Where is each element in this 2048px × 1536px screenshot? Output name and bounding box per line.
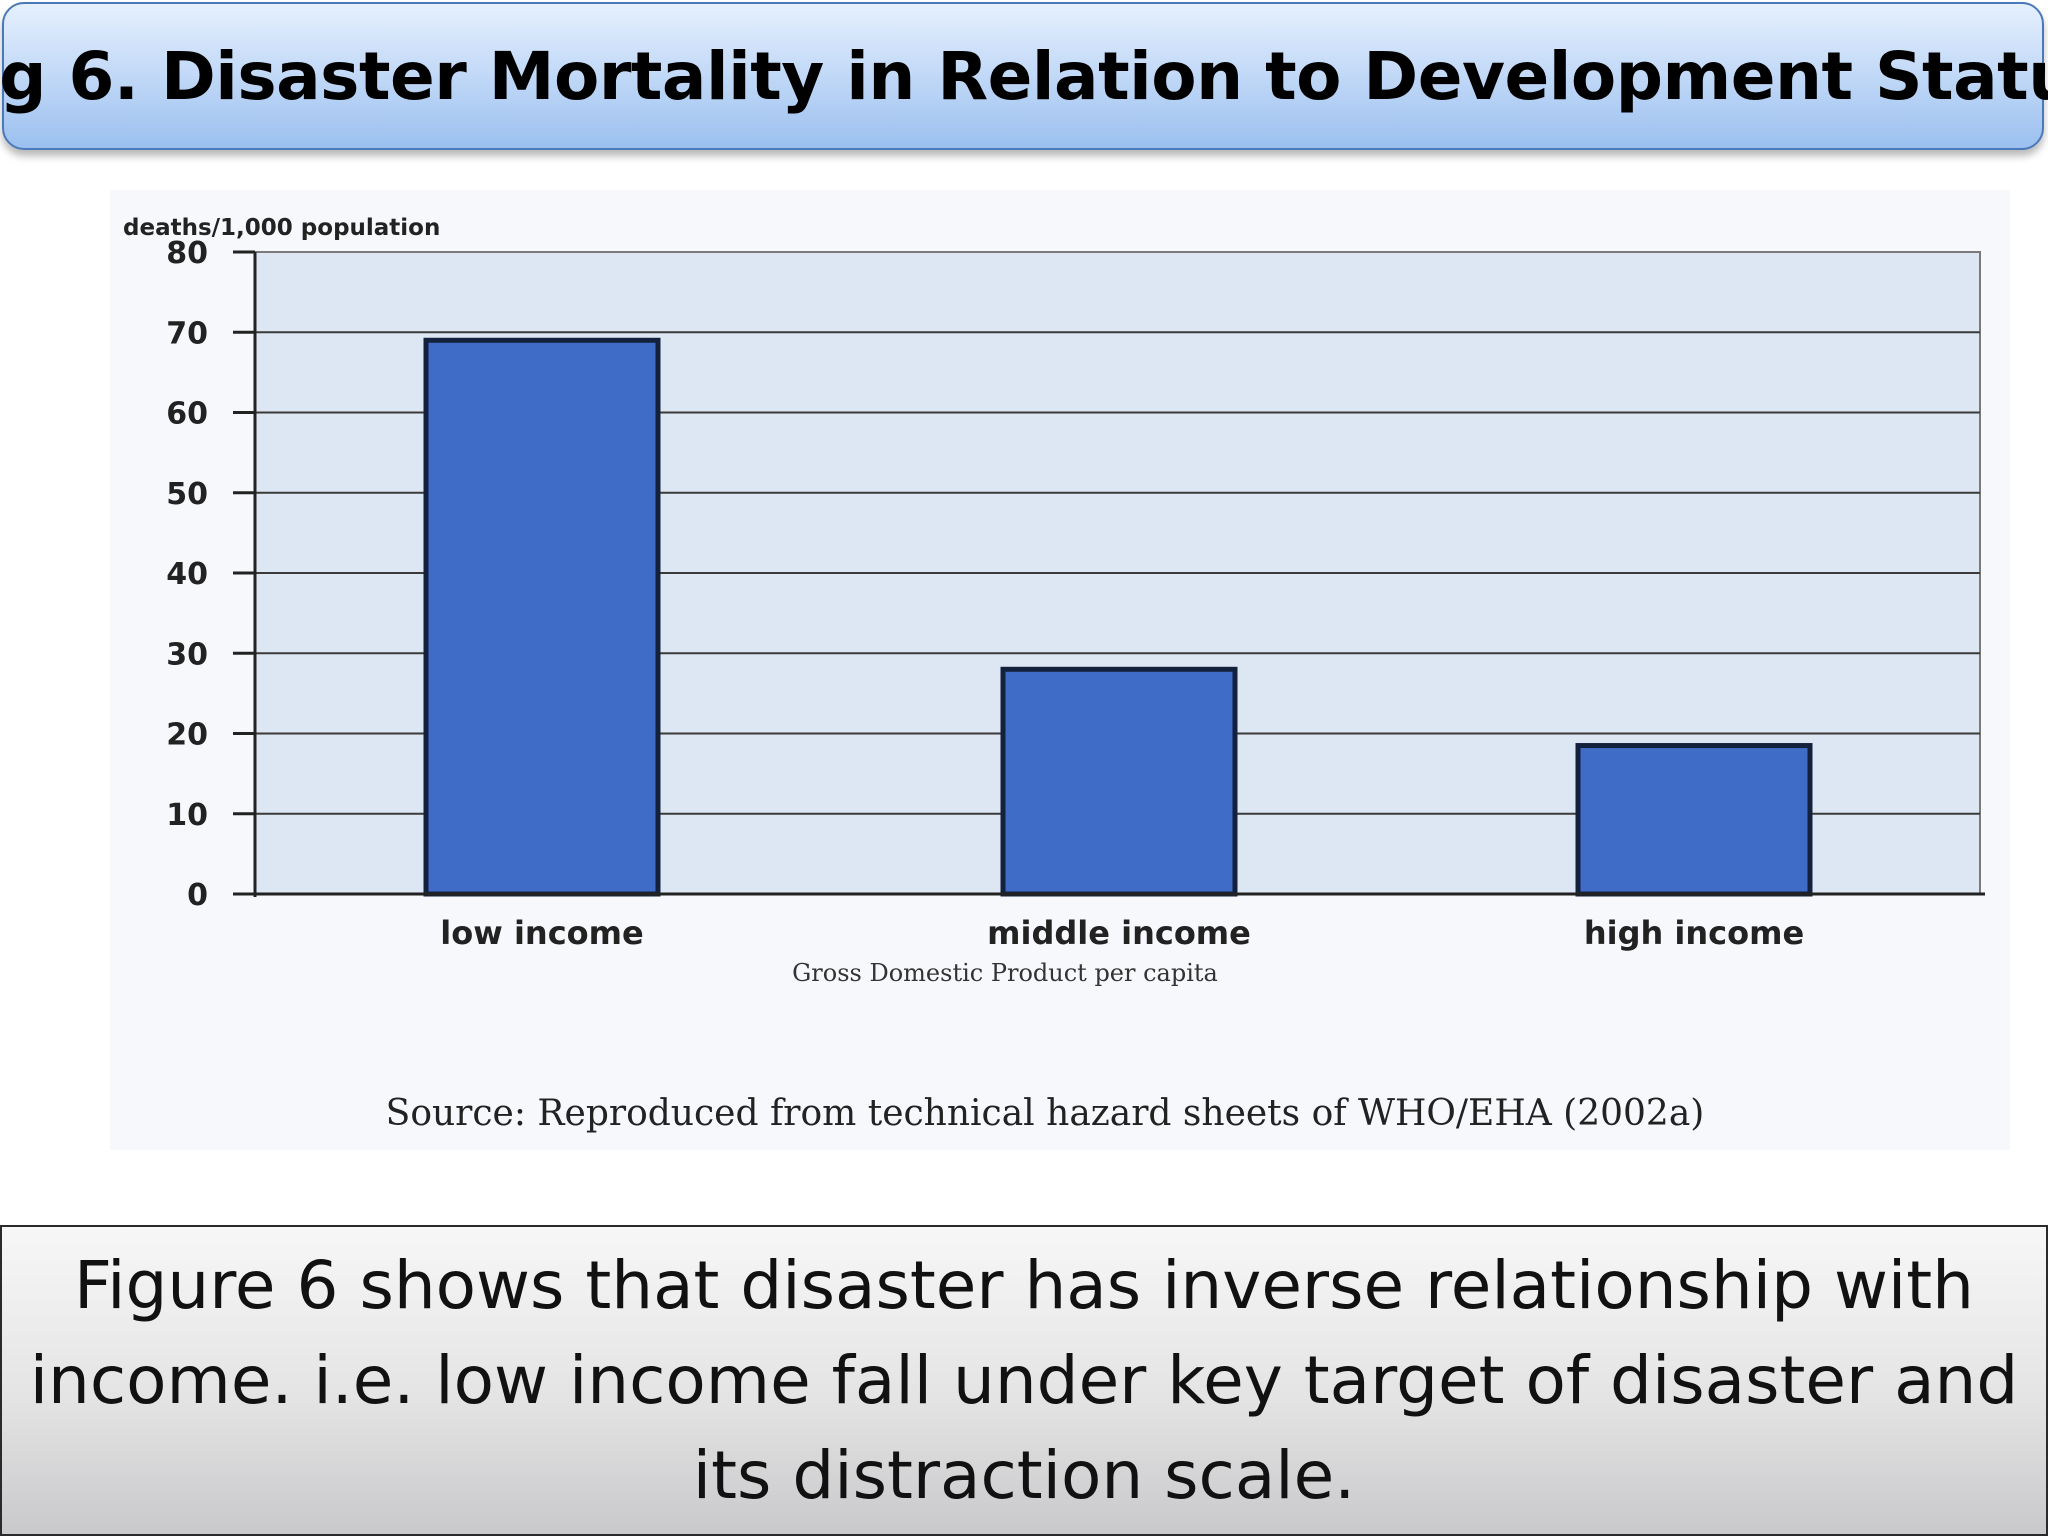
chart-source-note: Source: Reproduced from technical hazard… — [386, 1093, 1705, 1134]
summary-text: Figure 6 shows that disaster has inverse… — [29, 1247, 2019, 1514]
y-tick-label: 20 — [166, 718, 208, 753]
y-tick-label: 30 — [166, 637, 208, 672]
bar-high-income — [1575, 743, 1813, 897]
y-tick-label: 70 — [166, 316, 208, 351]
slide-title: Fig 6. Disaster Mortality in Relation to… — [0, 37, 2048, 115]
y-axis-ticks: 0 10 20 30 40 50 60 70 80 — [166, 236, 255, 913]
x-tick-label: high income — [1584, 914, 1804, 952]
bar-middle-income — [1000, 666, 1238, 897]
y-tick-label: 0 — [187, 878, 208, 913]
y-axis-title: deaths/1,000 population — [123, 215, 440, 241]
slide-title-banner: Fig 6. Disaster Mortality in Relation to… — [0, 2, 2048, 150]
x-tick-label: middle income — [987, 914, 1251, 952]
x-tick-label: low income — [440, 914, 643, 952]
bar-chart: 0 10 20 30 40 50 60 70 80 low income middle incom… — [110, 190, 2010, 1150]
y-tick-label: 40 — [166, 557, 208, 592]
x-axis-category-labels: low income middle income high income — [440, 914, 1804, 952]
y-tick-label: 60 — [166, 397, 208, 432]
summary-box: Figure 6 shows that disaster has inverse… — [0, 1225, 2048, 1536]
bars — [423, 337, 1813, 897]
y-tick-label: 50 — [166, 477, 208, 512]
y-tick-label: 80 — [166, 236, 208, 271]
x-axis-title: Gross Domestic Product per capita — [792, 959, 1218, 987]
bar-low-income — [423, 337, 661, 897]
y-tick-label: 10 — [166, 798, 208, 833]
